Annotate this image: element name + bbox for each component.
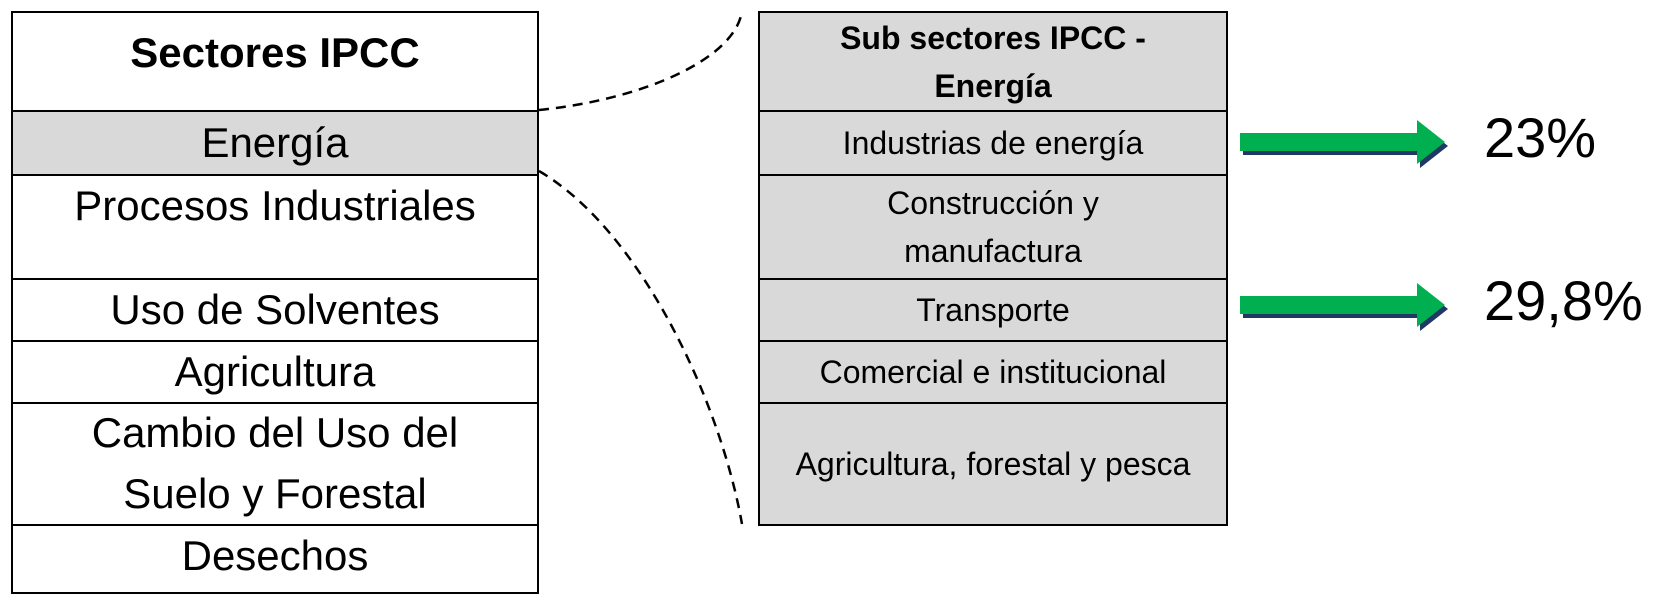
left-header: Sectores IPCC — [11, 11, 539, 112]
right-row: Construcción y manufactura — [758, 174, 1228, 280]
right-header: Sub sectores IPCC - Energía — [758, 11, 1228, 112]
callout-label: 23% — [1484, 106, 1597, 169]
right-row: Transporte — [758, 278, 1228, 342]
right-row: Comercial e institucional — [758, 340, 1228, 404]
left-row: Cambio del Uso del Suelo y Forestal — [11, 402, 539, 526]
connector-top — [538, 10, 744, 112]
left-row: Procesos Industriales — [11, 174, 539, 280]
page: Sectores IPCC Energía Procesos Industria… — [11, 10, 1643, 594]
connector-bottom — [538, 169, 744, 525]
left-row: Desechos — [11, 524, 539, 594]
callout-label: 29,8% — [1484, 269, 1643, 332]
arrow — [1240, 283, 1448, 331]
left-row: Energía — [11, 110, 539, 176]
left-row: Uso de Solventes — [11, 278, 539, 342]
arrow — [1240, 120, 1448, 168]
right-row: Agricultura, forestal y pesca — [758, 402, 1228, 526]
left-row: Agricultura — [11, 340, 539, 404]
right-row: Industrias de energía — [758, 110, 1228, 176]
connectors — [538, 10, 1448, 525]
